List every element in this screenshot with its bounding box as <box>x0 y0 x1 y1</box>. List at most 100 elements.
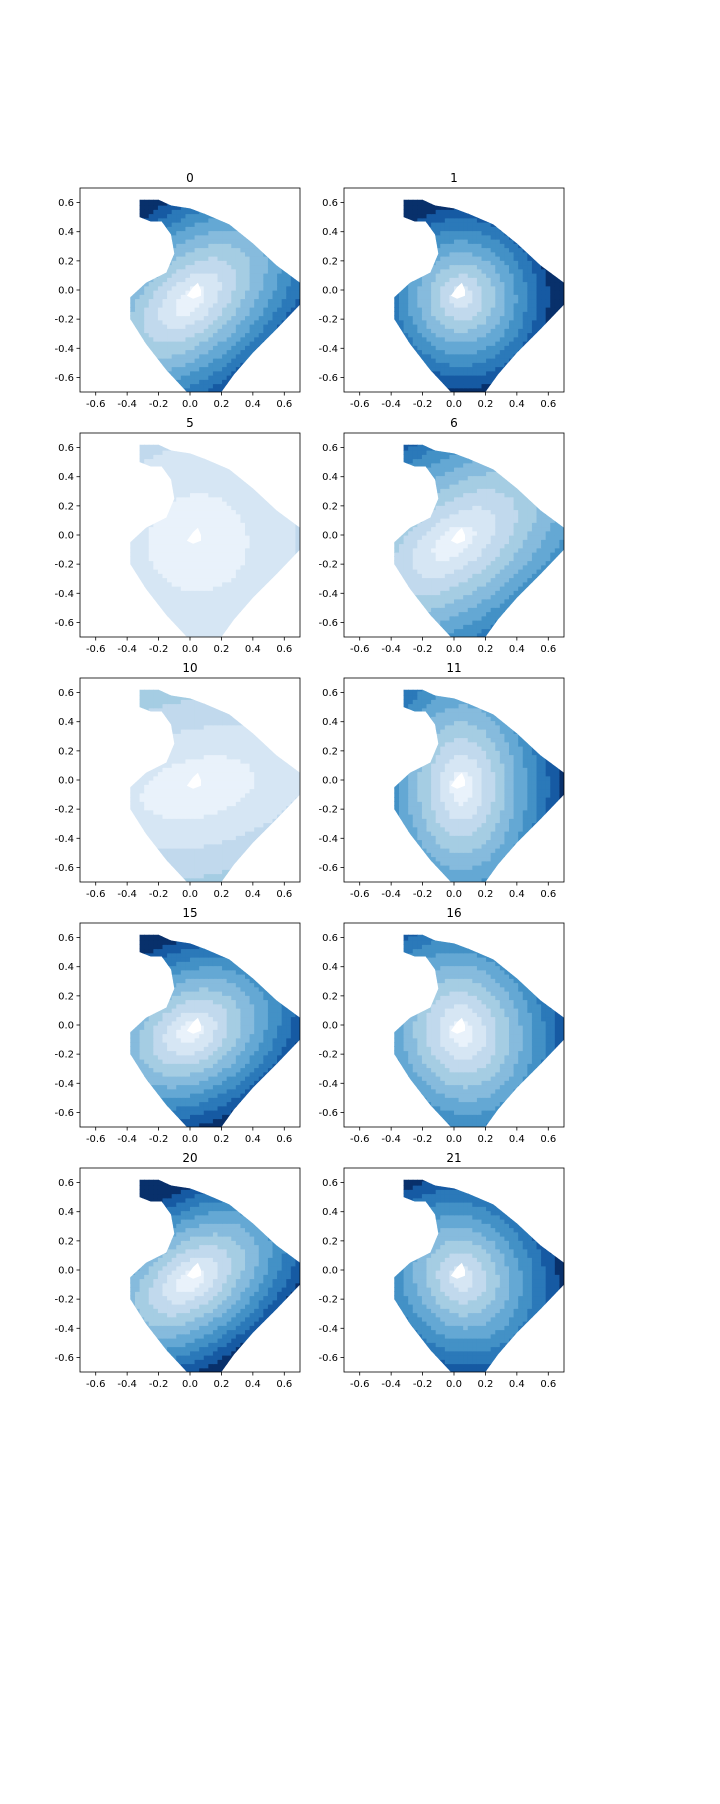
contour-cell <box>385 265 390 270</box>
contour-cell <box>404 379 409 384</box>
contour-cell <box>130 328 135 333</box>
contour-cell <box>353 354 358 359</box>
contour-cell <box>126 612 131 617</box>
contour-cell <box>259 214 264 219</box>
contour-cell <box>518 362 523 367</box>
contour-cell <box>98 316 103 321</box>
contour-cell <box>482 260 487 265</box>
contour-cell <box>282 282 287 287</box>
contour-cell <box>126 333 131 338</box>
contour-cell <box>291 214 296 219</box>
contour-cell <box>80 620 85 625</box>
contour-cell <box>349 269 354 274</box>
contour-cell <box>190 333 195 338</box>
contour-cell <box>449 333 454 338</box>
contour-cell <box>367 337 372 342</box>
contour-cell <box>85 624 90 629</box>
contour-cell <box>431 371 436 376</box>
contour-cell <box>158 239 163 244</box>
contour-cell <box>98 612 103 617</box>
contour-cell <box>408 294 413 299</box>
contour-cell <box>208 341 213 346</box>
contour-cell <box>523 252 528 257</box>
contour-cell <box>385 205 390 210</box>
contour-cell <box>385 277 390 282</box>
contour-cell <box>94 616 99 621</box>
contour-cell <box>98 367 103 372</box>
contour-cell <box>376 311 381 316</box>
contour-cell <box>440 214 445 219</box>
contour-cell <box>199 384 204 389</box>
contour-cell <box>523 337 528 342</box>
contour-cell <box>399 260 404 265</box>
contour-cell <box>440 354 445 359</box>
contour-cell <box>273 354 278 359</box>
contour-cell <box>358 350 363 355</box>
contour-cell <box>518 273 523 278</box>
contour-cell <box>353 367 358 372</box>
contour-cell <box>367 316 372 321</box>
contour-cell <box>472 294 477 299</box>
contour-cell <box>459 354 464 359</box>
contour-cell <box>376 260 381 265</box>
contour-cell <box>222 239 227 244</box>
contour-cell <box>408 286 413 291</box>
contour-cell <box>440 311 445 316</box>
contour-cell <box>222 231 227 236</box>
contour-cell <box>268 384 273 389</box>
contour-cell <box>199 197 204 202</box>
contour-cell <box>204 328 209 333</box>
contour-cell <box>236 235 241 240</box>
contour-cell <box>199 192 204 197</box>
contour-cell <box>268 197 273 202</box>
contour-cell <box>445 201 450 206</box>
contour-cell <box>431 260 436 265</box>
contour-cell <box>500 362 505 367</box>
contour-cell <box>372 286 377 291</box>
contour-cell <box>518 192 523 197</box>
contour-cell <box>394 371 399 376</box>
contour-cell <box>527 265 532 270</box>
contour-cell <box>126 375 131 380</box>
contour-cell <box>477 214 482 219</box>
contour-cell <box>135 616 140 621</box>
contour-cell <box>268 269 273 274</box>
contour-cell <box>85 205 90 210</box>
contour-cell <box>500 290 505 295</box>
contour-cell <box>390 256 395 261</box>
contour-cell <box>181 616 186 621</box>
contour-cell <box>85 294 90 299</box>
contour-cell <box>185 320 190 325</box>
contour-cell <box>376 209 381 214</box>
contour-cell <box>254 375 259 380</box>
contour-cell <box>523 294 528 299</box>
contour-cell <box>126 218 131 223</box>
contour-cell <box>108 273 113 278</box>
contour-cell <box>98 197 103 202</box>
contour-cell <box>130 290 135 295</box>
contour-cell <box>108 222 113 227</box>
contour-cell <box>440 350 445 355</box>
contour-cell <box>108 299 113 304</box>
contour-cell <box>80 607 85 612</box>
contour-cell <box>236 629 241 634</box>
contour-cell <box>144 235 149 240</box>
contour-cell <box>112 286 117 291</box>
contour-cell <box>208 379 213 384</box>
contour-cell <box>222 367 227 372</box>
contour-cell <box>472 311 477 316</box>
contour-cell <box>117 375 122 380</box>
contour-cell <box>236 197 241 202</box>
contour-cell <box>495 333 500 338</box>
contour-cell <box>117 379 122 384</box>
contour-cell <box>291 316 296 321</box>
contour-cell <box>236 337 241 342</box>
contour-cell <box>413 341 418 346</box>
contour-cell <box>85 252 90 257</box>
contour-cell <box>103 265 108 270</box>
contour-cell <box>353 205 358 210</box>
contour-cell <box>236 303 241 308</box>
contour-cell <box>408 320 413 325</box>
contour-cell <box>273 629 278 634</box>
contour-cell <box>504 350 509 355</box>
